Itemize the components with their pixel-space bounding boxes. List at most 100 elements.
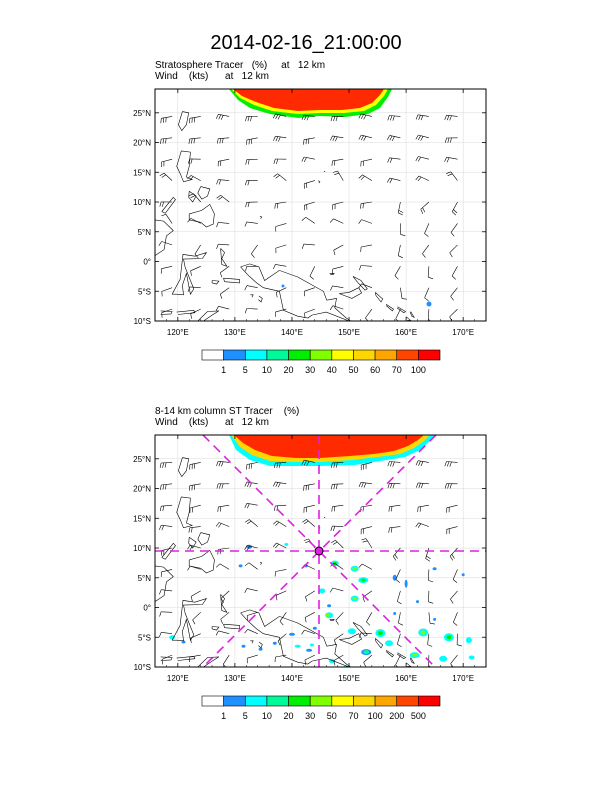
wind-barb [303, 243, 315, 246]
wind-barb-feather [304, 659, 307, 665]
colorbar-box [331, 695, 354, 707]
wind-barb-feather [335, 620, 339, 625]
colorbar-box [396, 695, 419, 707]
panel1-frame [154, 88, 487, 322]
wind-barb [218, 179, 230, 181]
wind-barb [275, 569, 287, 572]
wind-barb-feather [391, 136, 395, 142]
colorbar-label: 10 [262, 711, 272, 721]
wind-barb-feather [395, 579, 400, 583]
wind-barb [276, 520, 287, 527]
wind-barb [161, 241, 173, 246]
wind-barb-feather [449, 556, 454, 561]
wind-barb-feather [358, 482, 362, 488]
wind-barb-feather [187, 218, 192, 223]
y-tick-label: 5°S [138, 633, 151, 642]
wind-barb [360, 632, 372, 634]
wind-barb [361, 158, 372, 162]
wind-barb-feather [164, 462, 167, 468]
wind-barb-feather [244, 221, 248, 227]
wind-barb-feather [457, 644, 462, 647]
wind-barb [424, 223, 430, 234]
coastline [160, 656, 173, 661]
wind-barb [275, 201, 287, 204]
coastline [220, 248, 228, 267]
wind-barb-feather [274, 463, 276, 469]
panel2-subtitle-line2: Wind (kts) at 12 km [155, 417, 269, 428]
wind-barb-feather [330, 135, 333, 141]
wind-barb-feather [159, 632, 162, 638]
coastline [240, 263, 352, 321]
wind-barb-feather [301, 217, 306, 221]
wind-barb-feather [398, 255, 403, 259]
wind-barb-feather [247, 503, 250, 509]
wind-barb [304, 612, 315, 618]
wind-barb [275, 264, 287, 267]
wind-barb-feather [247, 482, 250, 488]
wind-barb-feather [400, 234, 406, 236]
wind-barb-feather [247, 202, 250, 208]
wind-barb-feather [360, 203, 362, 209]
wind-barb-feather [388, 506, 390, 512]
wind-barb-feather [362, 540, 368, 543]
wind-barb [425, 547, 430, 559]
wind-barb-feather [331, 462, 333, 468]
wind-barb-feather [303, 460, 307, 466]
wind-barb-feather [158, 241, 162, 246]
wind-barb [303, 156, 315, 160]
wind-barb-feather [417, 156, 421, 162]
wind-barb-feather [401, 298, 407, 300]
wind-barb-feather [335, 116, 338, 122]
wind-barb [305, 217, 315, 224]
wind-barb-feather [445, 137, 447, 143]
wind-barb [417, 114, 429, 117]
wind-barb [247, 654, 258, 659]
wind-barb-feather [420, 136, 424, 141]
wind-barb [218, 243, 230, 246]
wind-barb [248, 562, 258, 570]
wind-barb [361, 219, 373, 224]
wind-barb [161, 116, 173, 119]
wind-barb-feather [301, 156, 305, 162]
wind-barb [277, 173, 287, 181]
wind-barb [249, 519, 258, 527]
wind-barb-feather [188, 138, 190, 144]
wind-barb-feather [450, 232, 455, 237]
colorbar-label: 1 [221, 365, 226, 375]
wind-barb-feather [336, 484, 338, 489]
wind-barb-feather [216, 461, 219, 467]
wind-barb-feather [450, 296, 454, 301]
colorbar-box [288, 695, 311, 707]
wind-barb [275, 308, 287, 313]
wind-barb [303, 459, 315, 463]
wind-barb [303, 137, 315, 140]
wind-barb-feather [336, 462, 338, 468]
coastline [405, 662, 412, 667]
wind-barb [163, 172, 173, 181]
wind-barb-feather [220, 115, 224, 120]
wind-barb [246, 588, 258, 592]
wind-barb-feather [361, 538, 367, 541]
wind-barb [389, 135, 401, 139]
wind-barb [220, 590, 230, 599]
wind-barb-feather [447, 137, 450, 143]
wind-barb [422, 244, 430, 254]
wind-barb-feather [245, 180, 247, 186]
wind-barb [389, 526, 401, 529]
coastline [176, 150, 194, 183]
wind-barb [190, 308, 201, 315]
wind-barb [335, 612, 344, 621]
tracer-patch [446, 635, 452, 640]
wind-barb-feather [301, 114, 305, 120]
wind-barb [427, 266, 430, 278]
wind-barb-feather [161, 525, 164, 531]
colorbar-label: 10 [262, 365, 272, 375]
tracer-patch [347, 628, 356, 635]
wind-barb [446, 504, 458, 509]
tracer-patch [385, 640, 393, 647]
wind-barb [418, 134, 429, 139]
coastline [171, 252, 208, 296]
wind-barb-feather [190, 596, 193, 602]
wind-barb-feather [215, 522, 220, 527]
